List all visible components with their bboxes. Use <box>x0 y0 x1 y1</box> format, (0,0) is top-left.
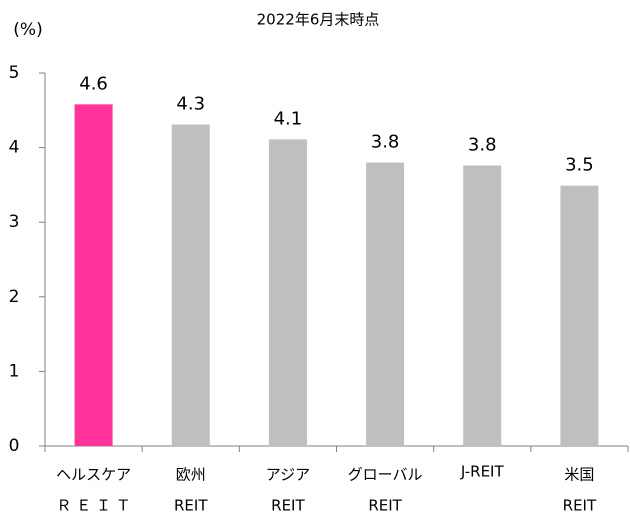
data-label: 4.6 <box>79 73 108 94</box>
data-label: 3.8 <box>371 132 400 153</box>
x-tick-label: アジア <box>266 466 310 484</box>
bar <box>171 124 210 446</box>
data-label: 4.1 <box>274 108 303 129</box>
x-tick-label: グローバル <box>348 466 423 484</box>
y-tick-label: 2 <box>9 287 20 307</box>
bar <box>560 185 599 446</box>
data-label: 4.3 <box>176 93 205 114</box>
y-axis-label: (%) <box>13 20 42 40</box>
x-tick-label: REIT <box>368 497 402 514</box>
bar <box>463 165 502 446</box>
x-tick-label: REIT <box>563 497 597 514</box>
bar <box>268 139 307 447</box>
chart-title: 2022年6月末時点 <box>257 11 380 29</box>
bar <box>366 162 405 446</box>
x-tick-label: REIT <box>271 497 305 514</box>
x-tick-label: ヘルスケア <box>56 466 131 484</box>
x-tick-label: REIT <box>174 497 208 514</box>
x-tick-label: 米国 <box>564 466 594 484</box>
data-label: 3.8 <box>468 135 497 156</box>
x-tick-label: 欧州 <box>176 466 206 484</box>
bar <box>74 104 113 446</box>
y-tick-label: 5 <box>9 63 20 83</box>
y-tick-label: 4 <box>9 138 20 158</box>
data-label: 3.5 <box>565 155 594 176</box>
x-tick-label: Ｒ Ｅ Ｉ Ｔ <box>56 497 130 514</box>
y-tick-label: 1 <box>9 361 20 381</box>
y-tick-label: 3 <box>9 212 20 232</box>
x-tick-label: J-REIT <box>460 463 505 481</box>
y-tick-label: 0 <box>9 436 20 456</box>
